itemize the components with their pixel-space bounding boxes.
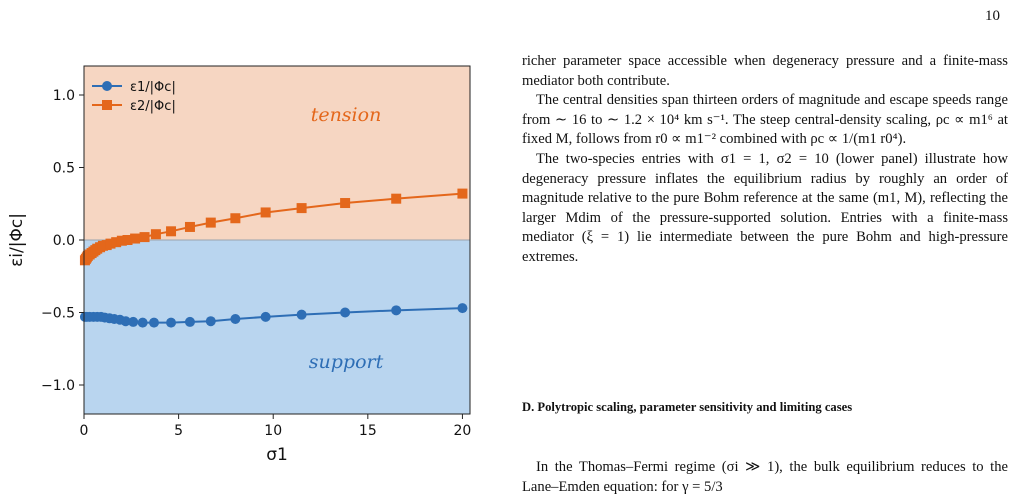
data-point xyxy=(296,203,307,214)
paragraph: The two-species entries with σ1 = 1, σ2 … xyxy=(522,150,1008,265)
data-point xyxy=(205,217,216,228)
data-point xyxy=(260,207,271,218)
legend-marker xyxy=(102,81,112,91)
y-tick-label: 1.0 xyxy=(53,88,75,104)
legend-marker xyxy=(102,100,112,110)
data-point xyxy=(130,233,141,244)
data-point xyxy=(340,307,351,318)
paragraph: The central densities span thirteen orde… xyxy=(522,92,1008,148)
legend: ε1/|Φc| ε2/|Φc| xyxy=(92,80,176,114)
text-column: richer parameter space accessible when d… xyxy=(522,52,1008,268)
x-tick-label: 15 xyxy=(359,423,377,439)
x-tick-label: 10 xyxy=(264,423,282,439)
data-point xyxy=(205,316,216,327)
figure-chart: 0 5 10 15 20 1.0 0.5 0.0 −0.5 −1.0 σ1 εi/|Φc| tensi… xyxy=(7,65,472,465)
y-tick-label: −1.0 xyxy=(41,378,75,394)
data-point xyxy=(111,237,122,248)
support-label: support xyxy=(309,351,384,373)
data-point xyxy=(122,235,133,245)
x-tick-label: 5 xyxy=(174,423,183,439)
data-point xyxy=(296,309,307,320)
data-point xyxy=(340,198,351,209)
data-point xyxy=(184,221,195,232)
y-tick-label: 0.0 xyxy=(53,233,75,249)
data-point xyxy=(120,316,131,327)
data-point xyxy=(166,226,177,237)
support-region xyxy=(84,240,470,414)
legend-label: ε1/|Φc| xyxy=(130,80,176,95)
y-tick-label: −0.5 xyxy=(41,306,75,322)
data-point xyxy=(137,317,148,328)
tension-label: tension xyxy=(311,104,382,126)
data-point xyxy=(166,317,177,328)
data-point xyxy=(230,213,241,224)
y-tick-label: 0.5 xyxy=(53,161,75,177)
data-point xyxy=(150,229,161,240)
y-axis-label: εi/|Φc| xyxy=(7,213,27,267)
data-point xyxy=(116,235,127,246)
data-point xyxy=(457,188,468,199)
x-tick-label: 20 xyxy=(454,423,472,439)
data-point xyxy=(457,303,468,314)
page-number: 10 xyxy=(985,8,1000,24)
data-point xyxy=(105,238,116,249)
x-axis-label: σ1 xyxy=(266,445,288,465)
data-point xyxy=(260,311,271,322)
data-point xyxy=(139,232,150,243)
section-heading: D. Polytropic scaling, parameter sensiti… xyxy=(522,400,853,414)
data-point xyxy=(128,316,139,327)
data-point xyxy=(149,317,160,328)
paragraph: In the Thomas–Fermi regime (σi ≫ 1), the… xyxy=(522,459,1008,495)
legend-label: ε2/|Φc| xyxy=(130,99,176,114)
data-point xyxy=(391,305,402,316)
data-point xyxy=(184,316,195,327)
data-point xyxy=(230,314,241,325)
paragraph: richer parameter space accessible when d… xyxy=(522,53,1008,89)
data-point xyxy=(391,193,402,204)
x-tick-label: 0 xyxy=(80,423,89,439)
